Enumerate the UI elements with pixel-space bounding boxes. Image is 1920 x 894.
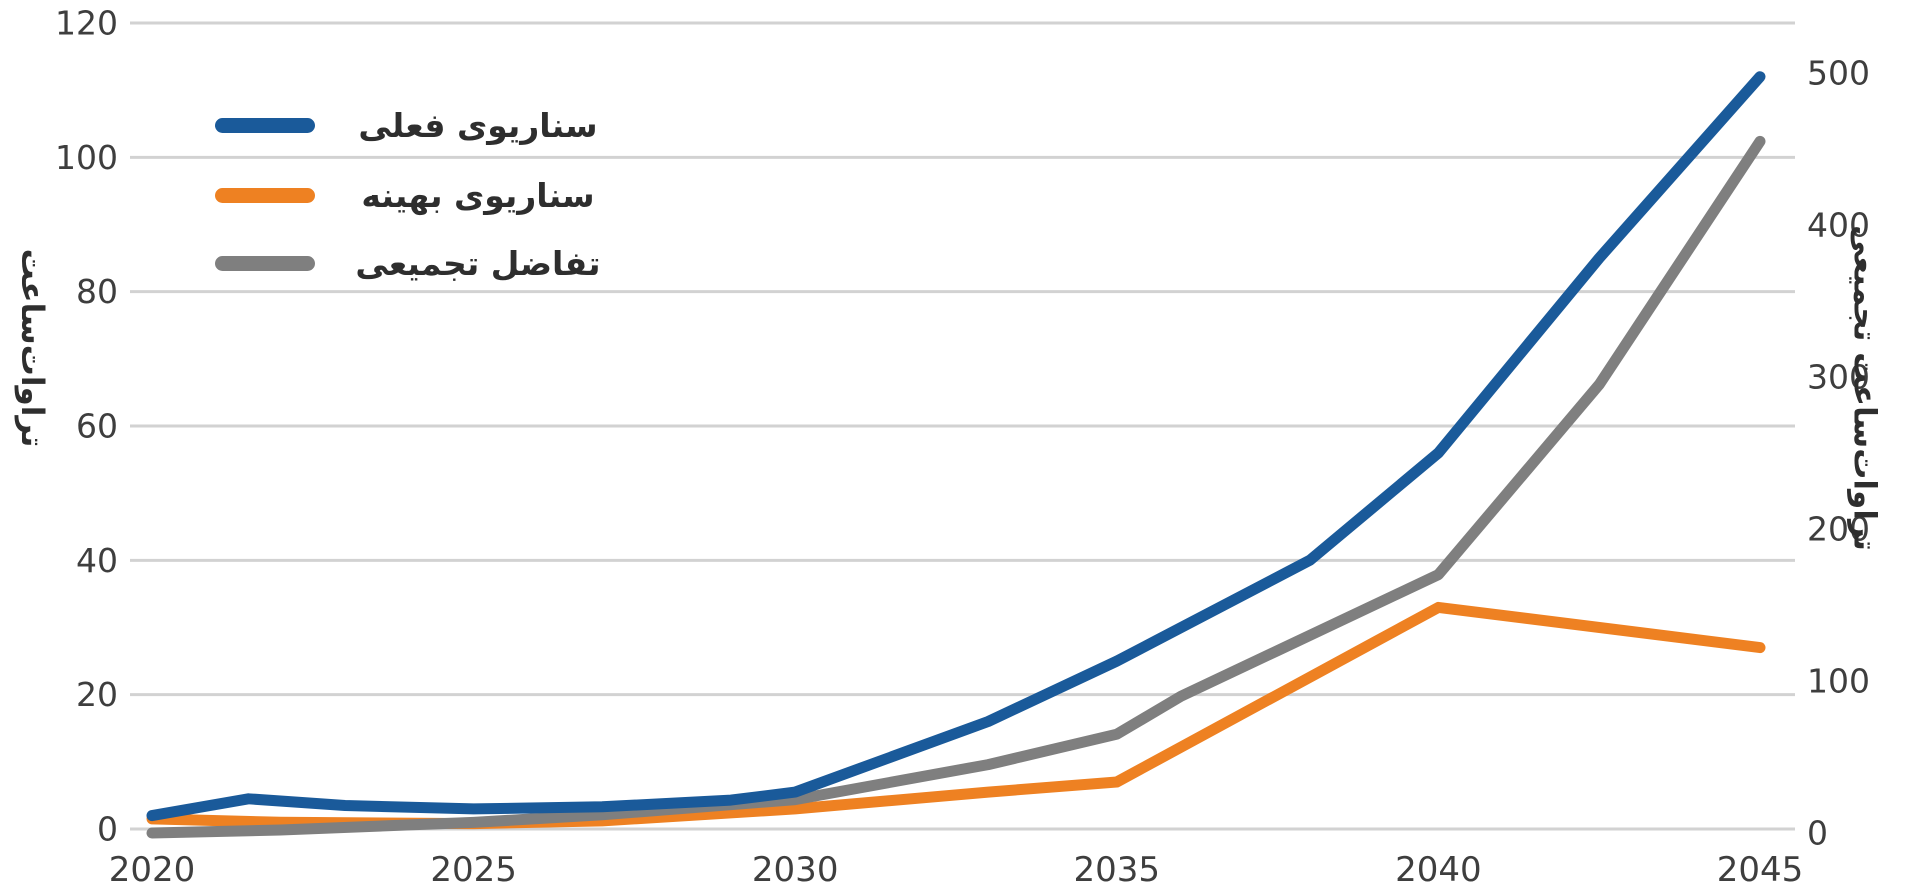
- right-axis-tick-label: 0: [1807, 814, 1828, 853]
- legend-label-optimal-scenario: سناریوی بهینه: [361, 176, 595, 215]
- legend-label-current-scenario: سناریوی فعلی: [358, 106, 598, 145]
- left-axis-tick-label: 80: [76, 272, 118, 311]
- x-axis-tick-label: 2025: [430, 850, 517, 890]
- x-axis-tick-label: 2035: [1074, 850, 1161, 890]
- left-axis-tick-label: 40: [76, 541, 118, 580]
- x-axis-tick-label: 2020: [109, 850, 196, 890]
- left-axis-tick-label: 0: [97, 810, 118, 849]
- legend-swatch-optimal-scenario: [215, 188, 315, 203]
- x-axis-tick-label: 2030: [752, 850, 839, 890]
- left-axis-tick-label: 20: [76, 675, 118, 714]
- left-axis-tick-label: 120: [55, 4, 118, 43]
- right-axis-tick-label: 500: [1807, 54, 1870, 93]
- legend-swatch-current-scenario: [215, 118, 315, 133]
- left-axis-tick-label: 60: [76, 407, 118, 446]
- series-line-optimal-scenario: [146, 601, 1766, 830]
- series-line-cumulative-difference: [146, 135, 1766, 839]
- left-axis-tick-label: 100: [55, 138, 118, 177]
- right-axis-tick-label: 200: [1807, 510, 1870, 549]
- x-axis-tick-label: 2045: [1717, 850, 1804, 890]
- right-axis-tick-label: 400: [1807, 206, 1870, 245]
- x-axis-tick-label: 2040: [1395, 850, 1482, 890]
- left-axis-title: تراوات‌ساعت: [14, 248, 50, 448]
- legend-swatch-cumulative-difference: [215, 256, 315, 271]
- right-axis-title: تراوات‌ساعت تجمیعی: [1846, 225, 1883, 551]
- legend-label-cumulative-difference: تفاضل تجمیعی: [355, 244, 601, 283]
- series-line-current-scenario: [146, 71, 1766, 822]
- right-axis-tick-label: 100: [1807, 662, 1870, 701]
- right-axis-tick-label: 300: [1807, 358, 1870, 397]
